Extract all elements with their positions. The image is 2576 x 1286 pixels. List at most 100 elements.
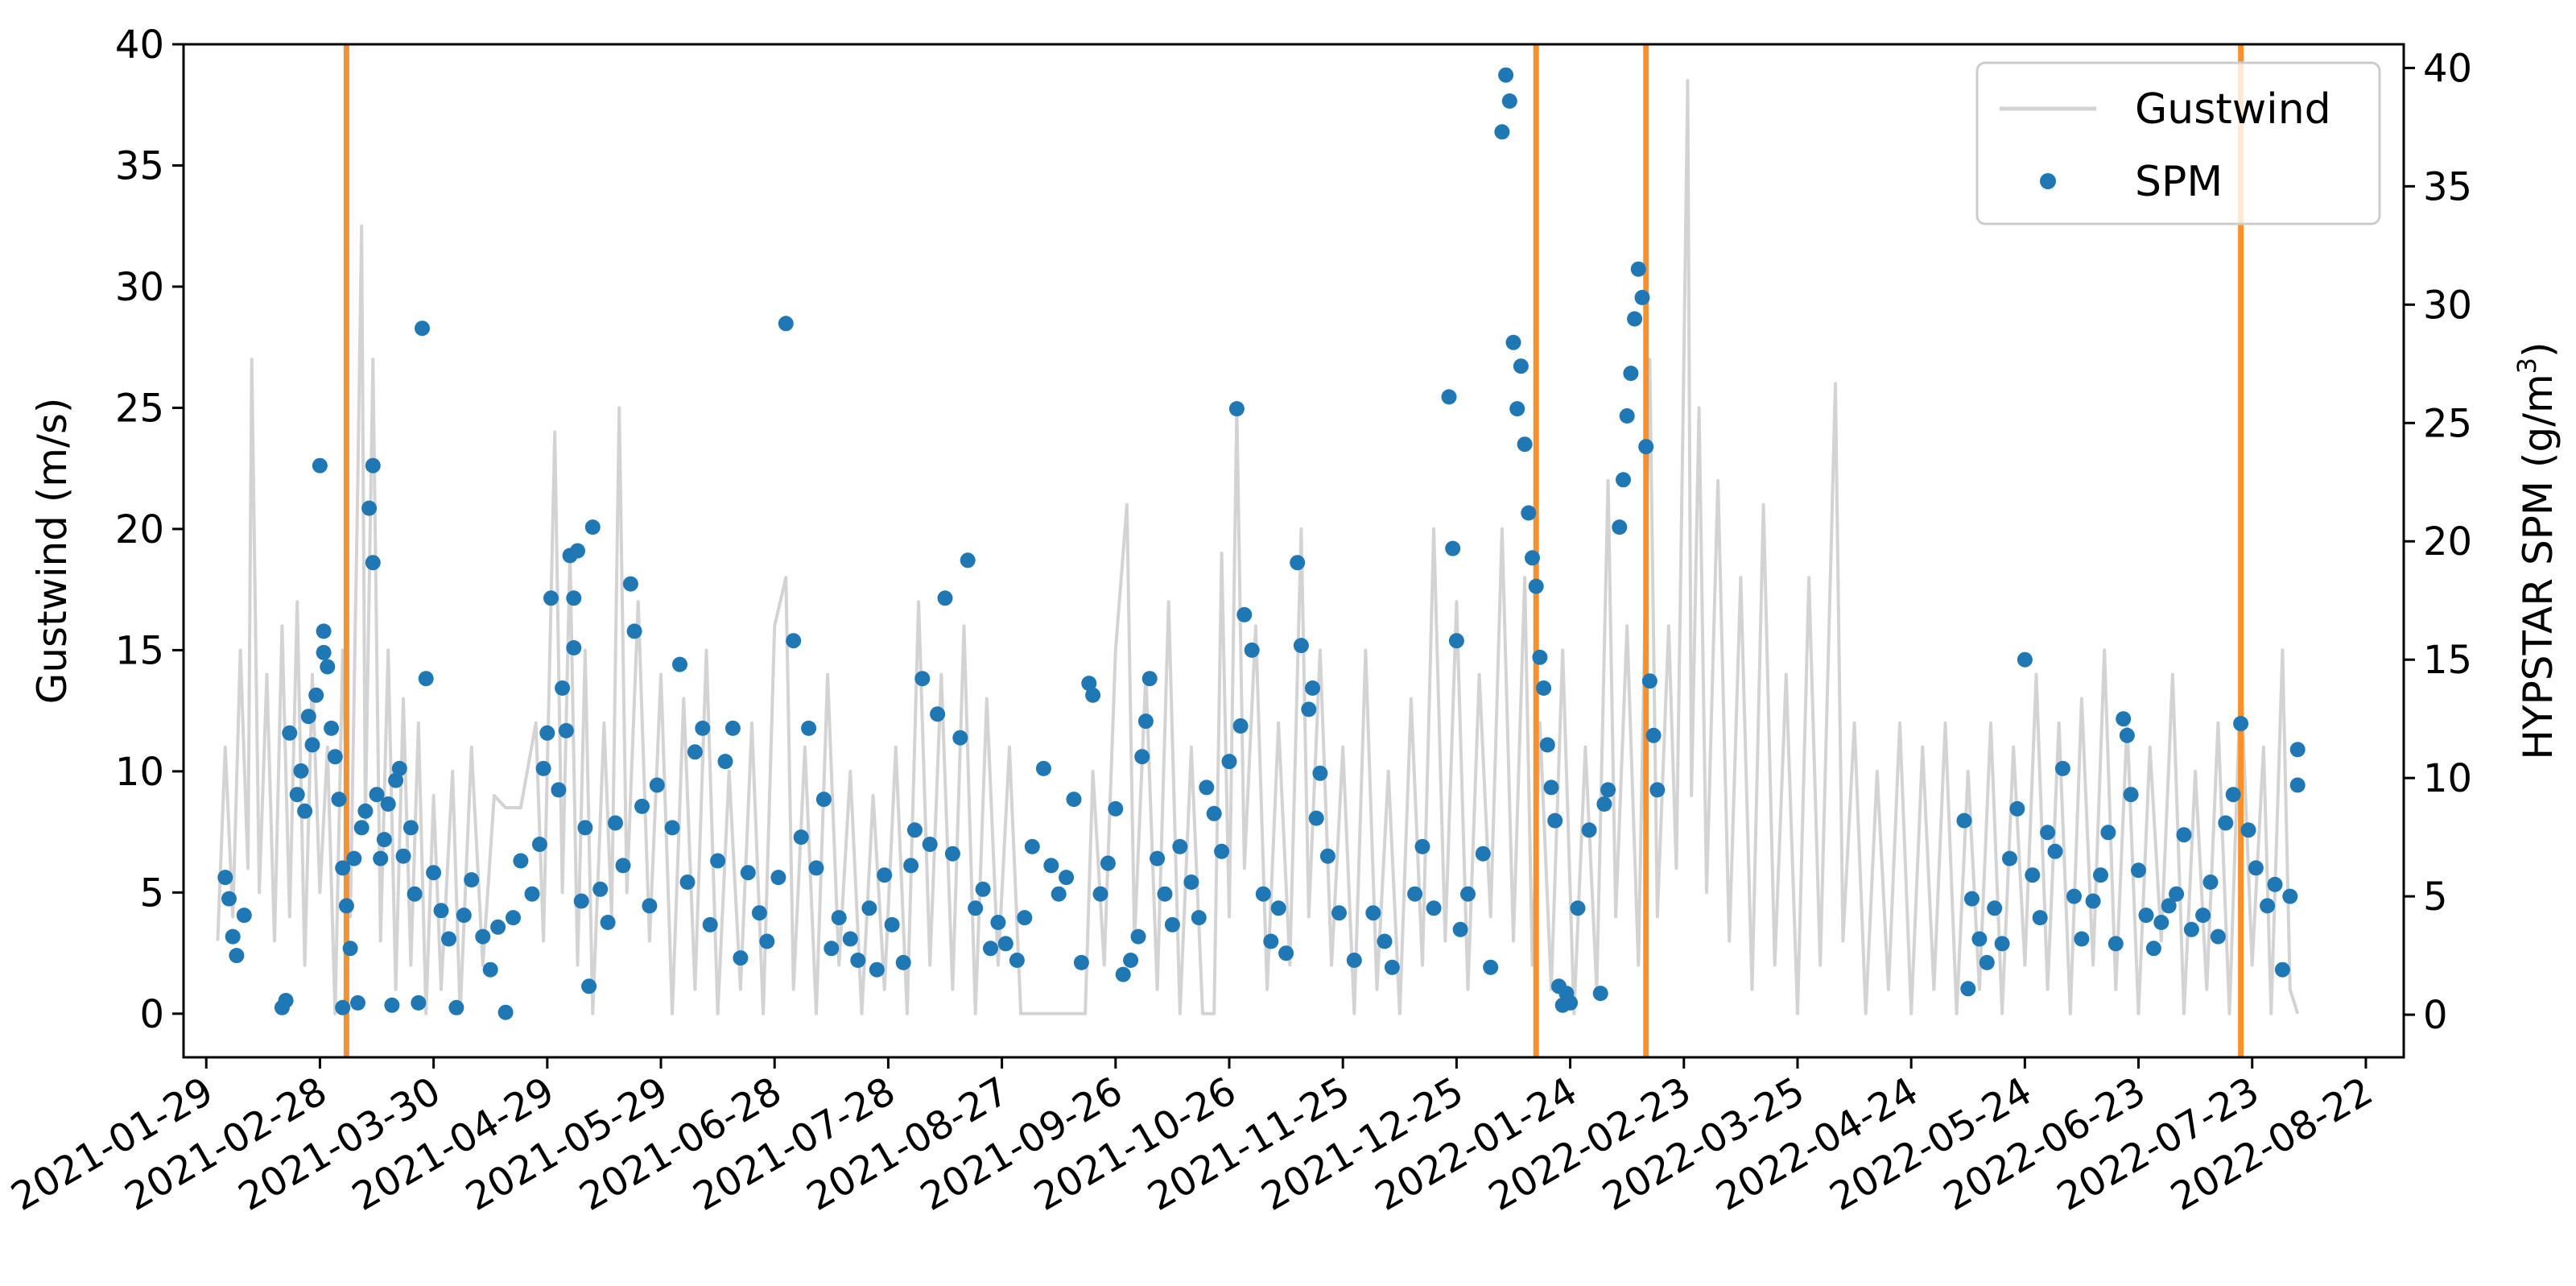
spm-point [407, 886, 423, 902]
spm-point [990, 915, 1006, 930]
spm-point [1517, 436, 1533, 453]
spm-point [937, 590, 953, 606]
y-left-tick-label: 40 [115, 23, 164, 68]
spm-point [513, 853, 529, 869]
spm-point [2161, 898, 2177, 914]
spm-point [869, 961, 885, 978]
spm-point [506, 910, 521, 926]
spm-point [702, 916, 718, 932]
spm-point [308, 687, 324, 703]
spm-point [342, 941, 358, 957]
spm-point [577, 820, 593, 836]
spm-point [1134, 749, 1150, 765]
spm-point [2093, 867, 2108, 883]
spm-point [2107, 936, 2124, 952]
spm-point [1964, 891, 1979, 907]
spm-point [1263, 933, 1279, 949]
spm-point [1612, 519, 1628, 535]
spm-point [2025, 867, 2041, 883]
y-axis-right-title-main: HYPSTAR SPM (g/m [2515, 374, 2562, 759]
spm-point [710, 853, 726, 869]
spm-point [2100, 825, 2116, 841]
spm-point [1293, 638, 1309, 654]
gustwind-series [216, 79, 2300, 1015]
y-left-tick-label: 5 [139, 870, 164, 916]
spm-point [1183, 875, 1199, 890]
y-axis-left: 0 5 10 15 20 25 30 35 40 [115, 23, 184, 1037]
spm-point [1638, 439, 1654, 455]
spm-point [2260, 898, 2276, 914]
spm-point [2009, 800, 2025, 817]
spm-point [316, 644, 332, 660]
legend-spm-label: SPM [2135, 158, 2223, 206]
spm-point [801, 720, 817, 736]
spm-point [236, 908, 252, 924]
spm-point [426, 865, 442, 881]
spm-point [2233, 716, 2249, 732]
spm-point [2240, 822, 2256, 838]
y-axis-right-title: HYPSTAR SPM (g/m3) [2512, 341, 2562, 759]
spm-point [1623, 366, 1639, 382]
spm-point [679, 875, 696, 890]
spm-point [464, 872, 480, 888]
spm-point [1024, 838, 1040, 854]
spm-point [1228, 401, 1245, 417]
spm-point [1521, 505, 1537, 521]
spm-point [289, 787, 305, 803]
spm-point [2116, 711, 2132, 727]
spm-point [1630, 261, 1646, 277]
spm-point [1092, 886, 1108, 902]
spm-point [793, 829, 809, 846]
spm-point [944, 846, 960, 862]
spm-point [1987, 900, 2003, 916]
spm-point [770, 870, 786, 886]
spm-point [350, 994, 365, 1011]
spm-point [331, 792, 347, 808]
spm-point [1956, 813, 1972, 829]
spm-point [2145, 941, 2161, 957]
y-right-tick-label: 40 [2423, 46, 2472, 91]
spm-point [1312, 765, 1328, 781]
spm-point [1130, 928, 1146, 945]
spm-point [384, 997, 400, 1013]
spm-point [316, 623, 332, 639]
spm-point [2017, 651, 2033, 668]
y-left-tick-label: 10 [115, 750, 164, 795]
spm-series [217, 67, 2306, 1020]
spm-point [2210, 928, 2226, 945]
spm-point [642, 898, 658, 914]
spm-point [1290, 555, 1306, 571]
spm-point [717, 754, 733, 770]
spm-point [2289, 742, 2306, 758]
y-left-tick-label: 15 [115, 628, 164, 673]
spm-point [1505, 334, 1521, 350]
spm-point [1150, 850, 1166, 866]
spm-point [664, 820, 680, 836]
spm-point [1494, 124, 1510, 140]
spm-point [1528, 578, 1544, 594]
spm-point [1513, 358, 1529, 374]
spm-point [1501, 93, 1517, 109]
spm-point [2002, 850, 2017, 866]
spm-point [649, 777, 665, 793]
y-right-tick-label: 10 [2423, 756, 2472, 801]
legend-gustwind-label: Gustwind [2135, 85, 2331, 134]
spm-point [357, 803, 374, 819]
spm-point [320, 659, 336, 675]
spm-point [365, 457, 381, 473]
spm-point [551, 782, 567, 798]
spm-point [2202, 875, 2219, 890]
spm-point [1085, 687, 1101, 703]
spm-point [808, 860, 824, 876]
spm-point [2054, 760, 2070, 776]
y-left-tick-label: 20 [115, 507, 164, 552]
spm-point [376, 832, 392, 848]
spm-point [2289, 777, 2306, 793]
spm-point [1164, 916, 1180, 932]
spm-point [952, 730, 968, 746]
spm-point [615, 858, 631, 874]
spm-point [850, 953, 866, 968]
spm-point [388, 772, 404, 788]
spm-point [335, 999, 351, 1015]
